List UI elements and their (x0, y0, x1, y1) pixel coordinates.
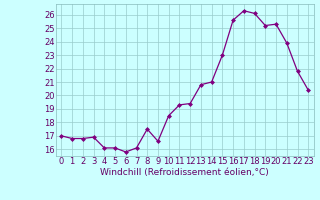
X-axis label: Windchill (Refroidissement éolien,°C): Windchill (Refroidissement éolien,°C) (100, 168, 269, 177)
